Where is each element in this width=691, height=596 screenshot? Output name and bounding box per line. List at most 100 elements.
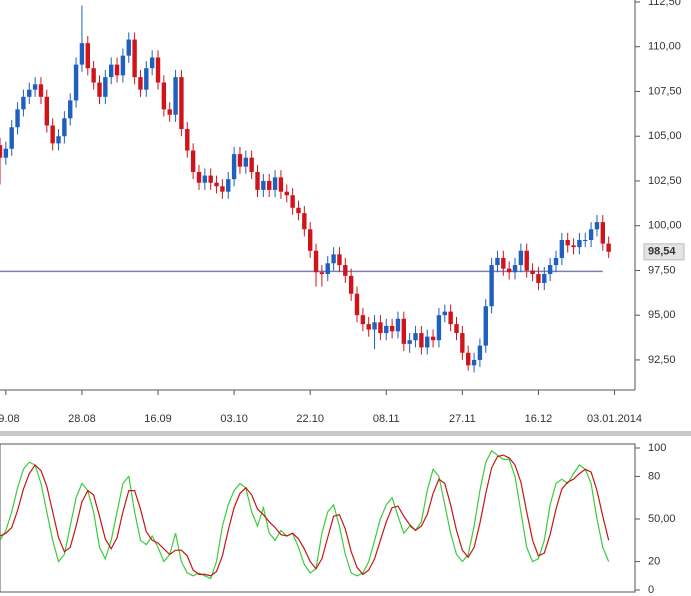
candle-body [126,39,131,56]
candle-body [337,254,342,266]
candle-body [436,315,442,341]
candle-body [15,109,20,128]
candle-body [407,340,412,344]
candle-body [108,64,114,78]
candle-body [606,243,611,252]
candle-body [68,100,73,119]
candle-body [495,257,500,266]
candle-body [290,195,295,208]
y-tick-label: 0 [648,584,654,596]
oscillator-line [0,454,610,577]
candle-body [103,77,108,97]
candle-body [155,57,161,83]
candle-body [518,250,524,266]
oscillator-frame [0,443,636,593]
candle-body [261,180,266,190]
candle-body [384,325,389,334]
candle-body [348,275,354,294]
candle-body [466,352,471,366]
candle-body [38,84,44,97]
candle-body [343,265,348,276]
candle-body [32,84,38,90]
candle-body [91,68,96,83]
y-tick-label: 97,50 [648,264,676,276]
candle-body [226,179,231,192]
y-tick-label: 112,50 [648,0,681,8]
candle-body [413,333,418,341]
candle-body [214,182,219,187]
candle-body [267,180,272,190]
candle-body [442,311,447,316]
candle-body [149,57,155,69]
candle-body [56,136,61,144]
candle-body [313,250,319,273]
candle-body [161,82,167,110]
candle-body [547,265,553,275]
candle-body [120,55,126,76]
candle-body [501,257,506,269]
candle-body [430,336,436,341]
candle-body [489,265,494,307]
candle-body [144,68,149,90]
candle-body [354,293,360,316]
candle-body [454,324,459,334]
oscillator-panel: 0 20 50,00 80 100 [0,442,676,596]
candle-body [237,154,243,167]
candle-body [302,213,307,230]
candle-body [506,268,512,273]
candle-body [185,129,190,151]
candle-body [577,240,582,248]
candle-body [512,265,518,273]
candle-body [231,154,237,180]
candle-body [79,43,85,65]
candle-body [190,150,196,173]
candle-body [401,318,407,344]
candle-body [272,177,278,190]
y-tick-label: 100 [648,442,666,454]
candle-body [360,315,366,325]
candle-body [471,359,477,366]
oscillator-line [0,449,610,580]
x-tick-label: 16.12 [525,413,553,425]
x-tick-label: 28.08 [68,413,96,425]
candle-body [21,96,26,110]
x-tick-label: 08.11 [373,413,400,425]
x-tick-label: 16.09 [144,413,172,425]
candle-body [167,109,172,115]
candle-body [395,318,401,332]
y-tick-label: 110,00 [648,41,681,53]
candle-body [571,245,576,248]
x-tick-label: 27.11 [449,413,476,425]
x-tick-label: 03.01.2014 [587,413,642,425]
candle-body [530,270,535,275]
candle-body [419,333,424,348]
candle-body [307,229,313,251]
candle-body [0,145,3,158]
last-price-label: 98,54 [648,246,676,258]
panel-separator [0,431,691,436]
candle-body [132,39,137,78]
candle-body [325,263,330,275]
candle-body [202,175,208,183]
y-tick-label: 50,00 [648,513,676,525]
candle-body [73,64,79,101]
candle-body [114,64,120,76]
candle-body [389,325,395,332]
candle-body [366,324,371,330]
candle-body [483,306,488,346]
candle-body [372,322,377,330]
candle-body [460,333,465,353]
x-tick-label: 19.08 [0,413,20,425]
y-tick-label: 105,00 [648,130,682,142]
candle-body [284,191,289,196]
candle-body [448,311,453,325]
candle-body [9,127,14,149]
y-tick-label: 102,50 [648,175,682,187]
candle-body [27,89,32,97]
candle-body [296,207,301,214]
price-panel: 92,50 95,00 97,50 100,00 102,50 105,00 107,50 1… [0,0,685,425]
candle-body [220,186,225,192]
candle-body [3,148,9,158]
y-tick-label: 107,50 [648,85,682,97]
